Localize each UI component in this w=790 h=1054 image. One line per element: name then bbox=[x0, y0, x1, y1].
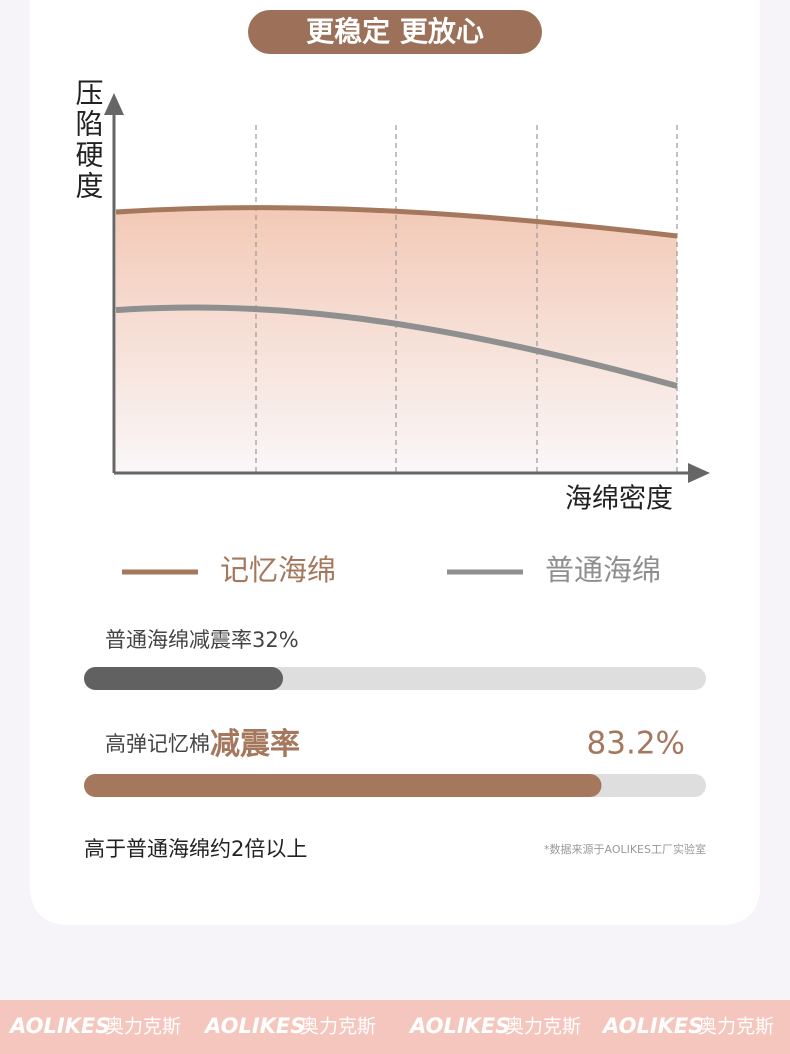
bar bbox=[84, 667, 284, 690]
x-arrow bbox=[688, 463, 710, 483]
bar-label-text: 高弹记忆棉 bbox=[105, 732, 210, 756]
bar-value-label: 83.2% bbox=[587, 726, 685, 762]
footer-note: 高于普通海绵约2倍以上 bbox=[84, 837, 307, 861]
legend-label: 普通海绵 bbox=[545, 553, 661, 587]
y-axis-label: 压陷硬度 bbox=[72, 78, 105, 202]
brand-chinese: 奥力克斯 bbox=[698, 1016, 774, 1038]
brand-chinese: 奥力克斯 bbox=[300, 1016, 376, 1038]
bar bbox=[84, 774, 602, 797]
brand-latin: AOLIKES bbox=[203, 1014, 305, 1038]
legend-label: 记忆海绵 bbox=[220, 553, 336, 587]
brand-chinese: 奥力克斯 bbox=[505, 1016, 581, 1038]
memory-curve bbox=[115, 205, 678, 239]
title-pill bbox=[248, 10, 542, 54]
bar-value-label: 32% bbox=[252, 628, 299, 652]
guides bbox=[255, 125, 678, 473]
title: 更稳定 更放心 bbox=[306, 15, 484, 48]
y-arrow bbox=[104, 93, 124, 115]
brand-band bbox=[0, 1000, 790, 1054]
source-note: *数据来源于AOLIKES工厂实验室 bbox=[544, 842, 706, 856]
bars: 普通海绵减震率32% 高弹记忆棉减震率 83.2% bbox=[84, 628, 706, 797]
brand-latin: AOLIKES bbox=[601, 1014, 703, 1038]
brand-latin: AOLIKES bbox=[408, 1014, 510, 1038]
bar-highlight: 减震率 bbox=[210, 727, 300, 762]
legend: 记忆海绵 普通海绵 bbox=[122, 553, 661, 587]
bar-label: 高弹记忆棉减震率 bbox=[105, 727, 300, 762]
brand-chinese: 奥力克斯 bbox=[105, 1016, 181, 1038]
bar-label-text: 普通海绵减震率 bbox=[105, 628, 252, 652]
x-axis-label: 海绵密度 bbox=[565, 484, 673, 515]
y-axis-label-text: 压陷硬度 bbox=[72, 78, 105, 202]
brand-latin: AOLIKES bbox=[8, 1014, 110, 1038]
bar-label: 普通海绵减震率32% bbox=[105, 628, 299, 652]
regular-curve bbox=[115, 304, 678, 389]
